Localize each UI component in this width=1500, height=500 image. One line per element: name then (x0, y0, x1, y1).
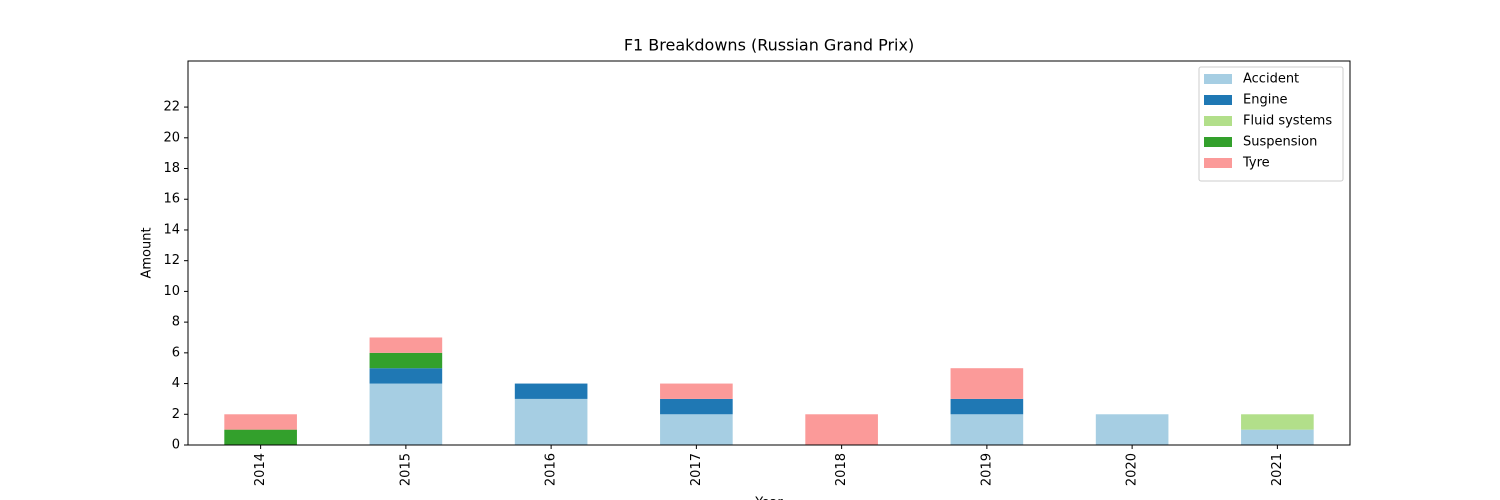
y-tick-label: 16 (163, 192, 180, 207)
legend-swatch (1204, 158, 1232, 168)
y-tick-label: 8 (172, 315, 180, 330)
y-tick-label: 22 (163, 100, 180, 115)
y-tick-label: 2 (172, 407, 180, 422)
bar-segment (805, 414, 878, 445)
bar-segment (950, 368, 1024, 399)
bar-segment (369, 352, 443, 369)
bar-segment (1241, 429, 1314, 445)
x-tick-label: 2015 (398, 453, 413, 486)
x-tick-label: 2016 (544, 453, 559, 486)
legend-label: Suspension (1243, 135, 1317, 150)
y-tick-label: 14 (163, 222, 180, 237)
legend-label: Tyre (1242, 156, 1270, 171)
bar-segment (224, 414, 297, 430)
legend-label: Engine (1243, 93, 1288, 108)
x-tick-label: 2019 (979, 453, 994, 486)
legend-swatch (1204, 137, 1232, 147)
bar-segment (660, 414, 733, 445)
bar-segment (1241, 414, 1314, 430)
x-tick-label: 2018 (834, 453, 849, 486)
bar-segment (660, 383, 733, 399)
x-tick-label: 2021 (1270, 453, 1285, 486)
y-axis-label: Amount (140, 227, 155, 278)
y-tick-label: 10 (163, 284, 180, 299)
bar-segment (950, 398, 1024, 415)
bar-segment (514, 383, 588, 399)
bar-segment (1095, 414, 1169, 445)
y-tick-label: 12 (163, 253, 180, 268)
bar-segment (369, 368, 443, 384)
bar-segment (369, 383, 443, 445)
y-tick-label: 20 (163, 130, 180, 145)
x-tick-label: 2014 (253, 453, 268, 486)
y-tick-label: 6 (172, 345, 180, 360)
legend-label: Accident (1243, 72, 1299, 87)
y-tick-label: 4 (172, 376, 180, 391)
bar-segment (950, 414, 1024, 445)
plot-frame (187, 60, 1351, 446)
legend-swatch (1204, 116, 1232, 126)
bar-segment (514, 398, 588, 445)
x-tick-label: 2017 (689, 453, 704, 486)
y-tick-label: 18 (163, 161, 180, 176)
legend-label: Fluid systems (1243, 114, 1332, 129)
chart-title: F1 Breakdowns (Russian Grand Prix) (624, 36, 914, 55)
legend-swatch (1204, 95, 1232, 105)
x-tick-label: 2020 (1125, 453, 1140, 486)
legend-swatch (1204, 74, 1232, 84)
bar-segment (660, 398, 733, 415)
x-axis-label: Year (754, 496, 783, 500)
y-tick-label: 0 (172, 438, 180, 453)
bar-segment (224, 429, 297, 445)
bar-segment (369, 337, 443, 353)
legend-box (1198, 66, 1344, 182)
